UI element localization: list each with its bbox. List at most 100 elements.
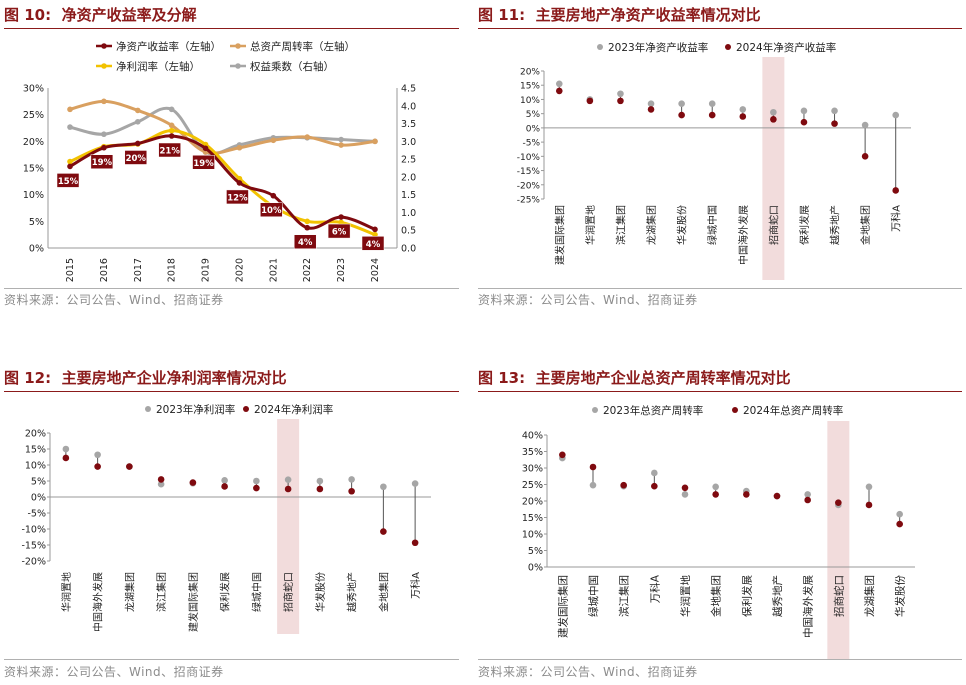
fig10-legend-marker <box>235 43 241 49</box>
fig10-point <box>67 124 73 130</box>
fig13-title: 图 13: 主要房地产企业总资产周转率情况对比 <box>478 369 791 387</box>
fig12-point-2023 <box>380 483 387 491</box>
fig10-point <box>304 134 311 140</box>
fig10-title-rule <box>4 28 459 29</box>
panel-fig13: 图 13: 主要房地产企业总资产周转率情况对比 40% 35% 30% 25% 20% 1… <box>478 367 962 683</box>
fig10-data-label-box <box>361 236 385 251</box>
fig10-x-tick: 2016 <box>99 258 110 282</box>
fig12-category-label: 绿城中国 <box>250 572 263 612</box>
fig13-point-2024 <box>835 499 842 506</box>
fig13-category-label: 金地集团 <box>710 575 723 617</box>
fig13-category-label: 保利发展 <box>740 575 753 617</box>
fig12-category-label: 龙湖集团 <box>123 572 136 612</box>
fig11-y-tick: 5% <box>526 110 541 120</box>
fig11-point-2024 <box>861 153 869 160</box>
fig12-point-2023 <box>284 476 292 484</box>
fig10-point <box>168 122 175 129</box>
fig10-data-label-box <box>192 155 215 170</box>
fig10-left-tick: 20% <box>23 137 44 148</box>
fig11-point-2024 <box>739 113 747 120</box>
fig11-point-2023 <box>708 100 716 108</box>
fig11-point-2023 <box>831 107 838 115</box>
fig10-x-tick: 2020 <box>234 258 245 282</box>
fig13-point-2024 <box>804 496 811 504</box>
fig12-category-label: 金地集团 <box>377 572 390 612</box>
fig13-legend-label-2024: 2024年总资产周转率 <box>743 404 843 417</box>
fig10-point <box>101 98 107 105</box>
fig11-category-label: 越秀地产 <box>829 205 842 245</box>
fig11-y-tick: 0% <box>526 124 541 134</box>
fig12-point-2024 <box>157 476 165 483</box>
fig11-y-tick: -10% <box>517 153 541 163</box>
fig13-point-2024 <box>681 484 689 492</box>
fig10-right-tick: 3.5 <box>401 119 416 130</box>
fig10-legend-label: 权益乘数（右轴） <box>250 60 334 73</box>
fig10-x-tick: 2023 <box>336 258 347 282</box>
fig10-data-label: 21% <box>159 147 180 157</box>
fig10-x-tick: 2015 <box>65 258 76 282</box>
fig10-series-line <box>69 99 376 155</box>
fig11-legend-label-2024: 2024年净资产收益率 <box>736 41 836 54</box>
fig12-y-tick: 15% <box>25 445 46 456</box>
fig10-legend-label: 总资产周转率（左轴） <box>250 40 355 53</box>
fig10-data-label: 19% <box>92 158 113 168</box>
fig13-y-tick: 40% <box>522 431 543 442</box>
fig13-point-2023 <box>712 483 719 491</box>
fig12-category-label: 招商蛇口 <box>282 572 295 612</box>
fig13-y-tick: 20% <box>522 497 543 508</box>
fig11-point-2024 <box>770 116 777 123</box>
fig12-y-tick: 20% <box>25 429 46 440</box>
fig10-data-label: 19% <box>193 159 214 169</box>
fig11-point-2024 <box>708 111 716 119</box>
fig13-point-2024 <box>589 463 597 471</box>
fig13-point-2023 <box>589 481 597 489</box>
fig13-y-tick: 0% <box>528 563 543 574</box>
fig10-data-label: 12% <box>227 193 248 203</box>
fig12-point-2023 <box>94 451 101 459</box>
fig11-category-label: 保利发展 <box>798 205 811 245</box>
fig11-y-tick: 10% <box>520 96 540 106</box>
fig12-highlight-band <box>277 419 300 634</box>
fig11-category-label: 建发国际集团 <box>553 205 566 265</box>
fig13-source-rule <box>478 659 962 660</box>
fig13-legend-label-2023: 2023年总资产周转率 <box>603 404 703 417</box>
fig11-point-2024 <box>586 97 594 105</box>
fig11-point-2024 <box>647 106 655 113</box>
fig11-category-label: 万科A <box>890 205 903 232</box>
fig10-chart: 0% 5% 10% 15% 20% 25% 30% 0.0 0.5 1.0 1.5 2.0 2.5 3.0… <box>23 40 416 282</box>
fig10-right-tick: 4.0 <box>401 101 416 112</box>
fig10-right-tick: 0.0 <box>401 244 416 255</box>
fig10-data-label-box <box>124 150 148 165</box>
fig13-y-tick: 30% <box>522 464 543 475</box>
fig12-chart: 20% 15% 10% 5% 0% -5% -10% -15% -20% 2023年净利润率 202… <box>21 403 431 634</box>
fig13-source: 资料来源：公司公告、Wind、招商证券 <box>478 665 698 679</box>
fig13-category-label: 华发股份 <box>894 575 907 617</box>
fig11-point-2023 <box>555 80 563 88</box>
fig11-point-2023 <box>770 108 777 116</box>
fig10-data-label-box <box>90 154 114 169</box>
fig10-point <box>67 163 73 170</box>
fig13-chart: 40% 35% 30% 25% 20% 15% 10% 5% 0% 2023年总资产周转率 2024… <box>522 404 915 659</box>
fig10-point <box>202 145 209 152</box>
fig13-highlight-band <box>827 421 850 659</box>
fig12-point-2023 <box>157 480 165 488</box>
fig11-point-2023 <box>800 107 808 115</box>
fig13-point-2023 <box>804 491 811 498</box>
fig11-point-2023 <box>861 121 869 129</box>
fig10-left-tick: 25% <box>23 110 44 121</box>
fig10-left-tick: 0% <box>29 244 44 255</box>
fig10-point <box>338 219 344 226</box>
fig10-point <box>338 214 344 220</box>
fig10-left-tick: 30% <box>23 84 44 95</box>
fig12-y-tick: -10% <box>21 525 46 536</box>
fig10-data-label: 10% <box>261 206 282 216</box>
fig13-point-2024 <box>712 491 719 498</box>
fig10-legend-marker <box>101 63 107 69</box>
fig10-right-tick: 1.5 <box>401 190 416 201</box>
fig11-point-2023 <box>647 100 655 108</box>
fig13-point-2024 <box>620 481 627 489</box>
fig12-category-label: 华润置地 <box>60 572 73 612</box>
fig10-series-line <box>69 106 376 156</box>
fig13-point-2023 <box>865 483 873 491</box>
fig10-right-tick: 0.5 <box>401 226 416 237</box>
